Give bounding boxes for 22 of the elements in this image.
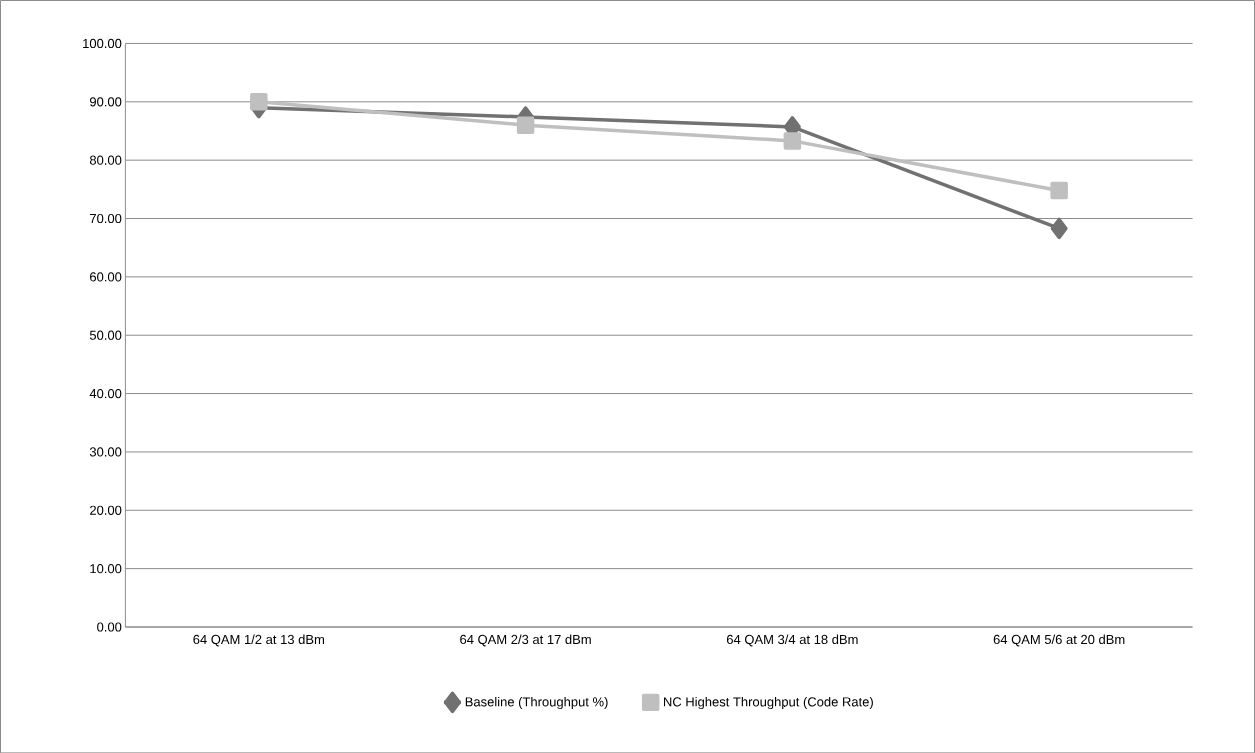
y-tick-label: 50.00 <box>89 330 122 340</box>
y-tick-label: 30.00 <box>89 447 122 457</box>
x-tick-label: 64 QAM 2/3 at 17 dBm <box>460 634 591 647</box>
point <box>516 116 535 134</box>
point <box>1050 181 1068 200</box>
point <box>250 92 268 111</box>
legend-label: NC Highest Throughput (Code Rate) <box>664 696 873 709</box>
y-tick-label: 70.00 <box>90 213 122 223</box>
x-tick-label: 64 QAM 1/2 at 13 dBm <box>193 634 324 647</box>
y-tick-label: 40.00 <box>89 388 122 398</box>
point <box>1050 217 1068 239</box>
y-tick-label: 0.00 <box>97 622 122 632</box>
y-tick-label: 90.00 <box>89 97 122 107</box>
y-tick-label: 10.00 <box>90 563 122 574</box>
x-tick-label: 64 QAM 3/4 at 18 dBm <box>726 634 858 647</box>
y-tick-label: 80.00 <box>89 155 122 165</box>
legend-label: Baseline (Throughput %) <box>465 696 608 709</box>
point <box>783 131 802 150</box>
y-tick-label: 60.00 <box>90 272 122 282</box>
x-tick-label: 64 QAM 5/6 at 20 dBm <box>993 634 1125 647</box>
y-tick-label: 100.00 <box>83 38 122 48</box>
y-tick-label: 20.00 <box>90 505 122 515</box>
